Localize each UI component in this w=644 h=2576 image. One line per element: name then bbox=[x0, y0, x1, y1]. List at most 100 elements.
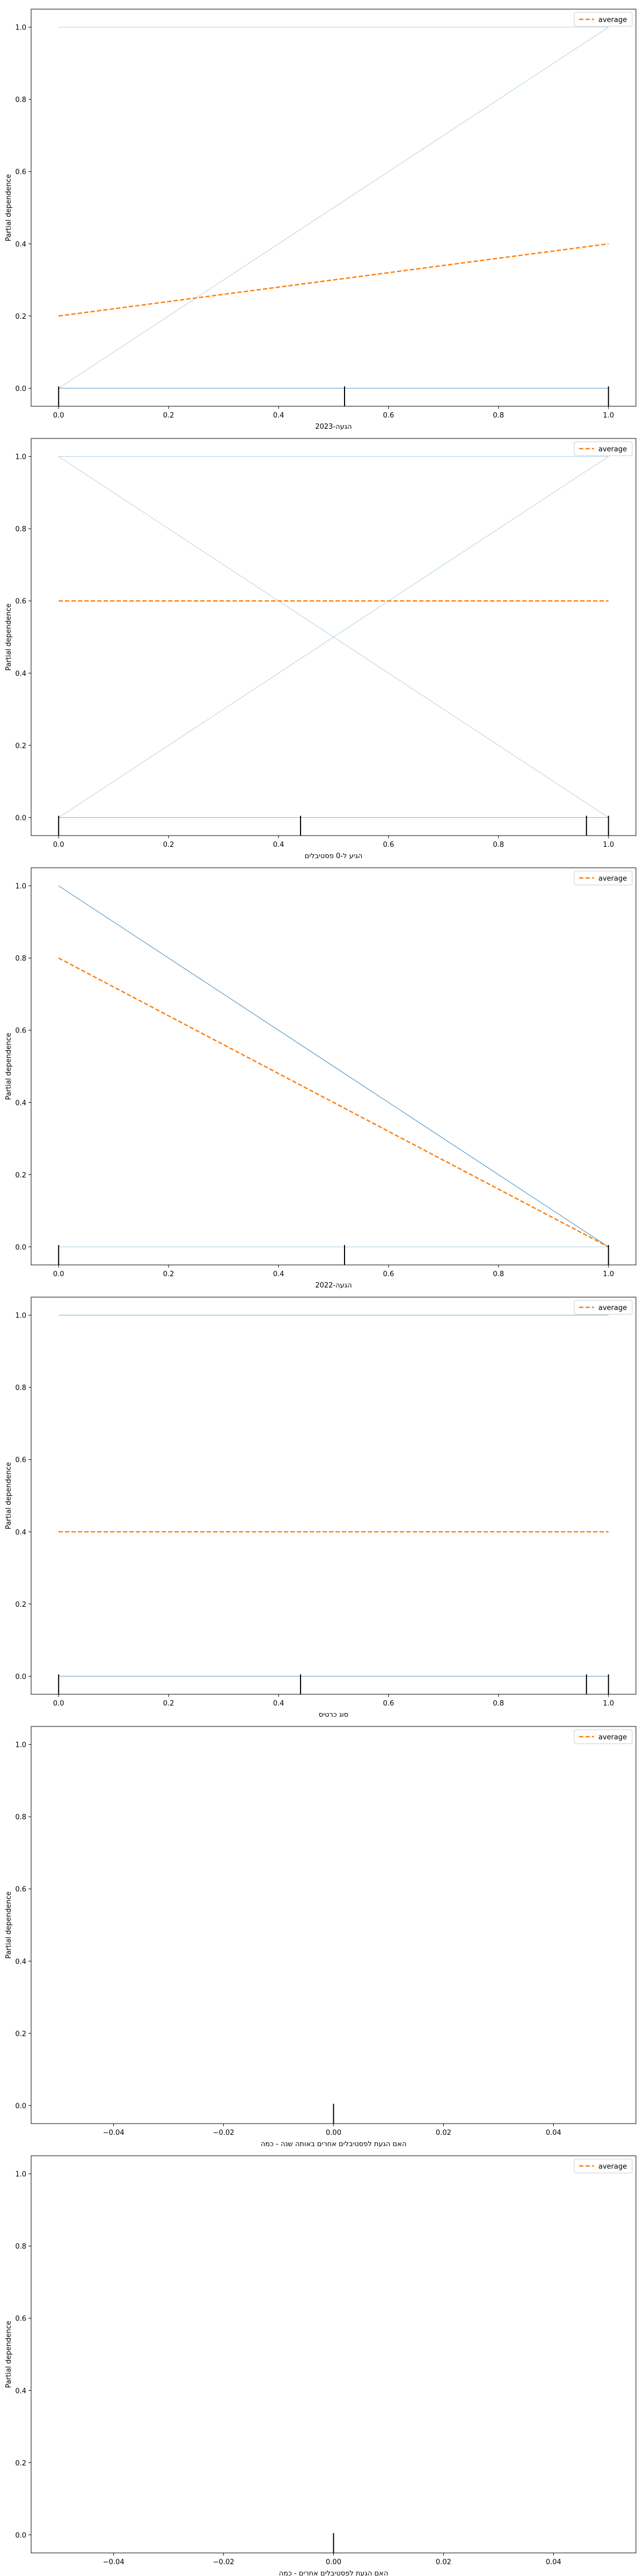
y-tick-label: 0.8 bbox=[15, 96, 26, 104]
chart-panel-2: 0.0 0.2 0.4 0.6 0.8 1.0 0.0 0.2 0.4 0.6 0.8 1.0 הגיע… bbox=[5, 438, 636, 860]
x-axis-label: הגעה-2023 bbox=[315, 423, 352, 431]
x-tick-label: 0.0 bbox=[53, 1700, 64, 1708]
x-axis-label: הגעה-2022 bbox=[315, 1282, 352, 1290]
y-tick-label: 0.4 bbox=[15, 670, 26, 678]
x-tick-label: 0.8 bbox=[493, 841, 504, 849]
legend-box bbox=[574, 1729, 633, 1744]
y-tick-label: 0.6 bbox=[15, 169, 26, 177]
x-tick-label: 0.4 bbox=[273, 841, 284, 849]
y-tick-label: 0.0 bbox=[15, 2531, 26, 2540]
y-tick-label: 0.0 bbox=[15, 1673, 26, 1681]
chart-panel-4: 0.0 0.2 0.4 0.6 0.8 1.0 0.0 0.2 0.4 0.6 0.8 1.0 סוג … bbox=[5, 1297, 636, 1719]
y-tick-label: 0.2 bbox=[15, 313, 26, 321]
x-tick-label: 0.8 bbox=[493, 1700, 504, 1708]
x-tick-label: 0.6 bbox=[383, 1700, 394, 1708]
x-tick-label: 0.8 bbox=[493, 1270, 504, 1278]
x-tick-label: 0.0 bbox=[53, 412, 64, 420]
chart-panel-6: −0.04 −0.02 0.00 0.02 0.04 0.0 0.2 0.4 0.6 0.8 1.0… bbox=[5, 2155, 636, 2576]
axes-frame bbox=[31, 438, 636, 836]
x-axis-label: הגיע ל-0 פסטיבלים bbox=[305, 852, 363, 860]
legend: average bbox=[574, 870, 633, 885]
individual-line-2 bbox=[58, 456, 609, 818]
y-tick-label: 0.8 bbox=[15, 955, 26, 963]
y-axis-label: Partial dependence bbox=[5, 1462, 13, 1529]
legend-label-average: average bbox=[598, 2163, 627, 2171]
average-line bbox=[58, 243, 609, 317]
y-axis-label: Partial dependence bbox=[5, 1033, 13, 1100]
x-tick-label: 0.2 bbox=[163, 841, 174, 849]
x-tick-label: 1.0 bbox=[603, 1700, 614, 1708]
y-tick-label: 1.0 bbox=[15, 453, 26, 462]
individual-line-4 bbox=[58, 885, 609, 1247]
x-tick-label: −0.02 bbox=[213, 2129, 235, 2137]
x-tick-label: 0.04 bbox=[546, 2558, 561, 2566]
x-tick-label: 0.6 bbox=[383, 841, 394, 849]
y-tick-label: 0.6 bbox=[15, 1457, 26, 1465]
average-line bbox=[58, 957, 609, 1248]
y-tick-label: 0.4 bbox=[15, 1099, 26, 1107]
x-tick-label: 0.2 bbox=[163, 1700, 174, 1708]
x-tick-label: −0.02 bbox=[213, 2558, 235, 2566]
y-tick-label: 0.2 bbox=[15, 1172, 26, 1180]
y-tick-label: 0.6 bbox=[15, 1886, 26, 1894]
legend: average bbox=[574, 1300, 633, 1315]
individual-line-2 bbox=[58, 885, 609, 1247]
y-tick-label: 0.6 bbox=[15, 598, 26, 606]
y-tick-label: 0.0 bbox=[15, 2102, 26, 2110]
y-axis-label: Partial dependence bbox=[5, 603, 13, 670]
y-tick-label: 0.0 bbox=[15, 385, 26, 393]
legend-box bbox=[574, 12, 633, 27]
legend-label-average: average bbox=[598, 16, 627, 24]
x-tick-label: 0.4 bbox=[273, 412, 284, 420]
y-tick-label: 0.0 bbox=[15, 1243, 26, 1252]
x-tick-label: 0.4 bbox=[273, 1270, 284, 1278]
y-tick-label: 0.2 bbox=[15, 2460, 26, 2468]
individual-line-3 bbox=[58, 456, 609, 818]
y-tick-label: 0.2 bbox=[15, 1601, 26, 1609]
legend: average bbox=[574, 2158, 633, 2174]
y-tick-label: 1.0 bbox=[15, 1312, 26, 1320]
axes-frame bbox=[31, 2155, 636, 2553]
y-tick-label: 1.0 bbox=[15, 24, 26, 32]
y-tick-label: 0.2 bbox=[15, 742, 26, 750]
y-axis-label: Partial dependence bbox=[5, 1891, 13, 1958]
chart-panel-3: 0.0 0.2 0.4 0.6 0.8 1.0 0.0 0.2 0.4 0.6 0.8 1.0 הגעה… bbox=[5, 867, 636, 1290]
legend-box bbox=[574, 2158, 633, 2174]
y-tick-label: 1.0 bbox=[15, 2171, 26, 2179]
legend-label-average: average bbox=[598, 1304, 627, 1312]
x-tick-label: 0.2 bbox=[163, 412, 174, 420]
x-tick-label: 0.0 bbox=[53, 1270, 64, 1278]
y-tick-label: 0.4 bbox=[15, 240, 26, 248]
x-axis-label: האם הגעת לפסטיבלים אחרים באותה שנה - כמה bbox=[261, 2140, 407, 2148]
y-axis-label: Partial dependence bbox=[5, 2321, 13, 2388]
legend: average bbox=[574, 1729, 633, 1744]
axes-frame bbox=[31, 1297, 636, 1695]
chart-panel-5: −0.04 −0.02 0.00 0.02 0.04 0.0 0.2 0.4 0.6 0.8 1.0… bbox=[5, 1726, 636, 2148]
legend-box bbox=[574, 1300, 633, 1315]
x-tick-label: 0.4 bbox=[273, 1700, 284, 1708]
legend-label-average: average bbox=[598, 875, 627, 883]
x-axis-label: סוג כרטיס bbox=[319, 1711, 348, 1719]
axes-frame bbox=[31, 1726, 636, 2124]
x-tick-label: −0.04 bbox=[103, 2129, 125, 2137]
x-tick-label: 1.0 bbox=[603, 1270, 614, 1278]
x-axis-label: האם הגעת לפסטיבלים אחרים - כמה bbox=[279, 2570, 389, 2576]
legend: average bbox=[574, 12, 633, 27]
y-tick-label: 0.4 bbox=[15, 2387, 26, 2395]
x-tick-label: 0.2 bbox=[163, 1270, 174, 1278]
x-tick-label: 0.02 bbox=[436, 2558, 451, 2566]
y-tick-label: 1.0 bbox=[15, 1741, 26, 1750]
legend-box bbox=[574, 870, 633, 885]
y-tick-label: 0.2 bbox=[15, 2030, 26, 2038]
individual-line-3 bbox=[58, 885, 609, 1247]
y-tick-label: 0.6 bbox=[15, 1027, 26, 1035]
legend-box bbox=[574, 441, 633, 456]
axes-frame bbox=[31, 9, 636, 407]
y-tick-label: 0.4 bbox=[15, 1528, 26, 1536]
x-tick-label: −0.04 bbox=[103, 2558, 125, 2566]
y-axis-label: Partial dependence bbox=[5, 174, 13, 241]
legend-label-average: average bbox=[598, 445, 627, 453]
x-tick-label: 0.00 bbox=[326, 2558, 341, 2566]
y-tick-label: 0.8 bbox=[15, 1813, 26, 1821]
